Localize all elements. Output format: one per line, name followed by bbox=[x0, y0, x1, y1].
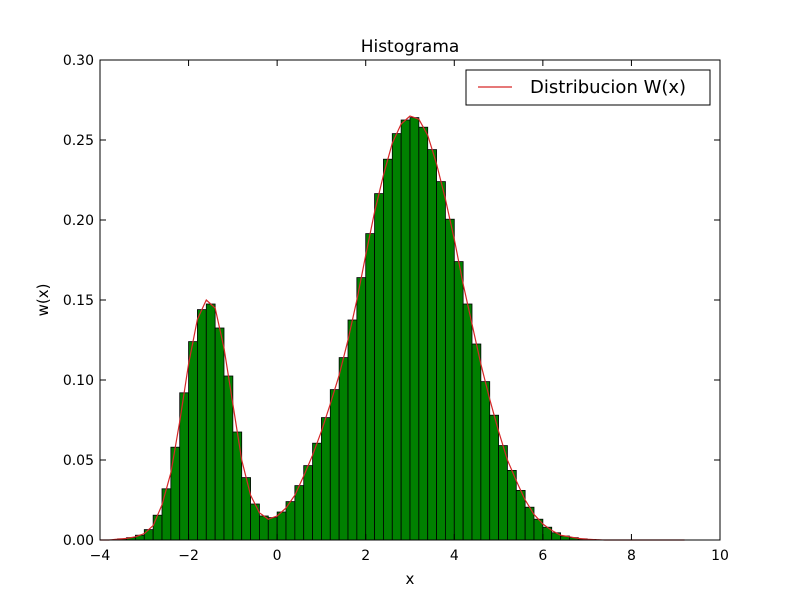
x-tick-label: 10 bbox=[711, 548, 729, 564]
histogram-bar bbox=[188, 341, 198, 541]
y-tick-label: 0.00 bbox=[63, 533, 94, 549]
y-tick-label: 0.10 bbox=[63, 373, 94, 389]
y-tick-label: 0.15 bbox=[63, 293, 94, 309]
histogram-bar bbox=[285, 501, 296, 541]
histogram-bar bbox=[161, 488, 172, 541]
histogram-bar bbox=[259, 515, 269, 541]
histogram-bar bbox=[152, 514, 163, 541]
legend: Distribucion W(x) bbox=[465, 69, 711, 106]
histogram-bar bbox=[436, 181, 446, 541]
histogram-bar bbox=[241, 477, 251, 541]
histogram-bar bbox=[471, 343, 482, 541]
histogram-bar bbox=[480, 381, 491, 541]
y-axis-label: w(x) bbox=[34, 284, 52, 317]
histogram-bar bbox=[365, 233, 375, 541]
histogram-bar bbox=[453, 261, 464, 541]
histogram-bar bbox=[400, 119, 411, 541]
histogram-bar bbox=[338, 357, 349, 541]
histogram-bar bbox=[445, 218, 455, 541]
histogram-bar bbox=[312, 442, 322, 541]
legend-label: Distribucion W(x) bbox=[530, 77, 686, 98]
x-tick-label: 8 bbox=[627, 548, 636, 564]
histogram-bar bbox=[347, 319, 358, 541]
histogram-bar bbox=[276, 511, 287, 541]
y-tick-label: 0.25 bbox=[63, 133, 94, 149]
histogram-bar bbox=[303, 465, 313, 541]
x-tick-label: 0 bbox=[273, 548, 282, 564]
histogram-bar bbox=[356, 277, 367, 541]
histogram-bar bbox=[321, 417, 331, 541]
histogram-bar bbox=[427, 149, 437, 541]
y-tick-label: 0.05 bbox=[63, 453, 94, 469]
histogram-bar bbox=[294, 485, 305, 541]
histogram-bar bbox=[507, 469, 517, 541]
y-axis-ticks: 0.00 0.05 0.10 0.15 0.20 0.25 0.30 bbox=[63, 53, 720, 549]
histogram-bar bbox=[374, 193, 384, 541]
x-tick-label: 2 bbox=[361, 548, 370, 564]
histogram-bar bbox=[383, 158, 393, 541]
histogram-bar bbox=[498, 445, 508, 541]
histogram-bar bbox=[409, 117, 420, 541]
histogram-bar bbox=[418, 126, 429, 541]
histogram-bar bbox=[197, 309, 207, 541]
y-tick-label: 0.30 bbox=[63, 53, 94, 69]
x-tick-label: 4 bbox=[450, 548, 459, 564]
histogram-bar bbox=[205, 303, 216, 541]
histogram-bar bbox=[143, 529, 154, 541]
x-axis-label: x bbox=[406, 570, 415, 588]
x-tick-label: 6 bbox=[538, 548, 547, 564]
histogram-bar bbox=[223, 375, 234, 541]
histogram-bars bbox=[117, 117, 597, 541]
histogram-bar bbox=[170, 446, 181, 541]
x-tick-label: −4 bbox=[90, 548, 111, 564]
x-tick-label: −2 bbox=[178, 548, 199, 564]
histogram-bar bbox=[329, 389, 340, 541]
histogram-bar bbox=[267, 517, 278, 541]
series-line-distribucion bbox=[100, 115, 685, 541]
histogram-bar bbox=[391, 133, 402, 541]
histogram-bar bbox=[214, 327, 225, 541]
x-axis-ticks: −4 −2 0 2 4 6 8 10 bbox=[90, 60, 729, 564]
histogram-bar bbox=[489, 414, 499, 541]
y-tick-label: 0.20 bbox=[63, 213, 94, 229]
chart-title: Histograma bbox=[361, 37, 460, 57]
histogram-bar bbox=[462, 303, 473, 541]
